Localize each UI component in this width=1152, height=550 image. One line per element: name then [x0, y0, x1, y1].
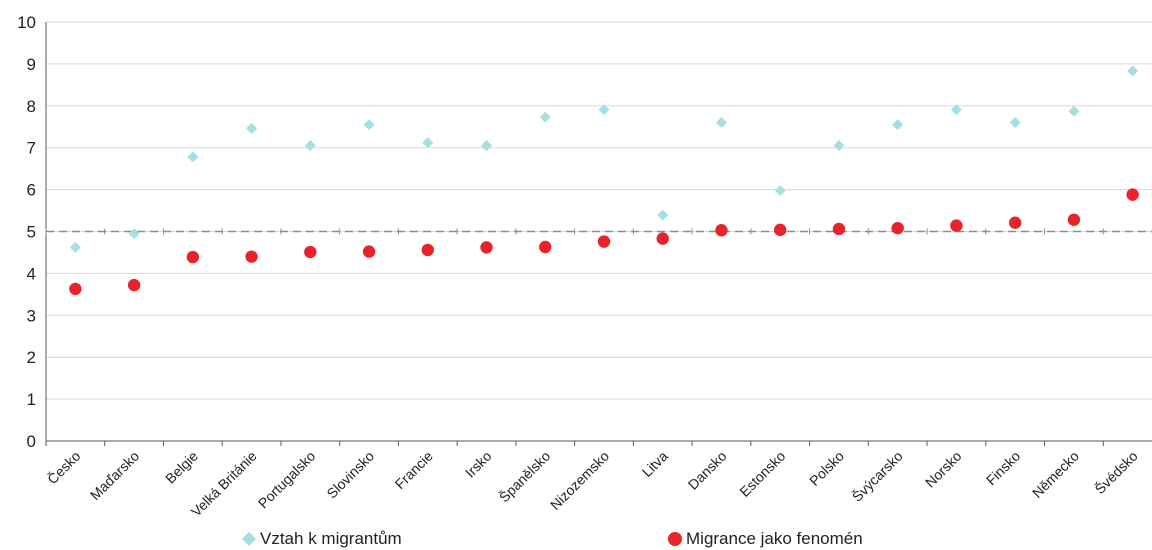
y-tick-label-3: 3	[27, 306, 36, 325]
circle-point	[186, 250, 200, 264]
x-tick-label: Norsko	[922, 448, 965, 491]
diamond-point	[1068, 105, 1080, 117]
diamond-point	[363, 119, 375, 131]
axes	[45, 22, 1152, 446]
y-tick-label-7: 7	[27, 139, 36, 158]
circle-point	[1067, 213, 1081, 226]
circle-point	[774, 223, 787, 237]
y-tick-label-0: 0	[27, 432, 36, 451]
y-tick-label-9: 9	[27, 55, 36, 74]
circle-point	[1008, 216, 1022, 229]
y-tick-label-5: 5	[27, 223, 36, 242]
circle-point	[362, 245, 376, 258]
diamond-point	[1127, 65, 1139, 77]
diamond-point	[715, 117, 727, 129]
x-tick-label: Irsko	[462, 448, 495, 481]
data-series	[69, 65, 1139, 296]
circle-point	[597, 235, 611, 248]
diamond-point	[422, 137, 434, 149]
circle-point	[480, 241, 493, 254]
x-tick-label: Dansko	[685, 448, 730, 493]
diamond-point	[481, 140, 493, 152]
diamond-point	[833, 140, 845, 152]
series-1	[69, 188, 1139, 296]
diamond-point	[539, 111, 551, 123]
legend-item-vztah: Vztah k migrantům	[241, 528, 402, 550]
y-tick-labels: 0 1 2 3 4 5 6 7 8 9 10	[17, 13, 36, 451]
legend-item-migrance: Migrance jako fenomén	[668, 528, 863, 550]
x-tick-label: Portugalsko	[255, 448, 319, 512]
x-tick-label: Švýcarsko	[849, 448, 906, 505]
diamond-point	[598, 104, 610, 116]
x-tick-label: Maďarsko	[87, 448, 143, 504]
x-tick-label: Polsko	[806, 448, 847, 489]
y-tick-label-2: 2	[27, 348, 36, 367]
circle-marker-icon	[668, 532, 682, 546]
circle-point	[304, 245, 317, 259]
circle-point	[245, 250, 258, 263]
circle-point	[891, 221, 904, 235]
series-0	[69, 65, 1139, 253]
x-tick-label: Estonsko	[736, 448, 788, 500]
diamond-point	[892, 119, 904, 131]
x-tick-label: Německo	[1029, 448, 1082, 501]
diamond-point	[246, 122, 258, 134]
x-tick-label: Finsko	[983, 448, 1024, 489]
diamond-point	[950, 104, 962, 116]
grid-lines	[46, 21, 1152, 400]
diamond-marker-icon	[241, 531, 257, 547]
circle-point	[421, 243, 434, 257]
x-tick-label: Litva	[639, 448, 671, 480]
x-tick-label: Španělsko	[496, 448, 554, 506]
x-tick-label: Francie	[392, 448, 436, 492]
y-tick-label-1: 1	[27, 390, 36, 409]
diamond-point	[774, 184, 786, 196]
diamond-point	[304, 140, 316, 152]
y-tick-label-4: 4	[27, 264, 36, 283]
circle-point	[715, 224, 728, 237]
circle-point	[832, 222, 846, 236]
y-tick-label-6: 6	[27, 181, 36, 200]
x-tick-label: Slovinsko	[323, 448, 377, 502]
diamond-point	[1009, 117, 1021, 129]
circle-point	[950, 219, 963, 232]
circle-point	[69, 282, 82, 296]
y-tick-label-8: 8	[27, 97, 36, 116]
legend-label-migrance: Migrance jako fenomén	[686, 529, 863, 548]
x-tick-label: Nizozemsko	[547, 448, 612, 513]
x-tick-label: Belgie	[162, 448, 201, 487]
circle-point	[656, 232, 669, 245]
legend-label-vztah: Vztah k migrantům	[260, 529, 402, 548]
circle-point	[1126, 188, 1139, 201]
x-tick-label: Švédsko	[1091, 448, 1140, 497]
circle-point	[539, 240, 552, 254]
diamond-point	[69, 241, 81, 253]
x-tick-label: Česko	[44, 448, 84, 488]
diamond-point	[657, 209, 669, 221]
diamond-point	[128, 228, 140, 240]
circle-point	[127, 278, 141, 292]
diamond-point	[187, 151, 199, 163]
y-tick-label-10: 10	[17, 13, 36, 32]
